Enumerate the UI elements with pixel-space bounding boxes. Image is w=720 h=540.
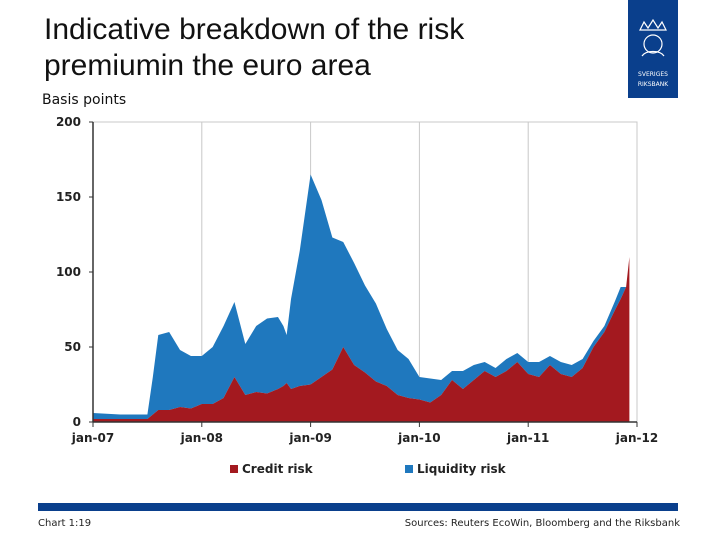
footer-bar	[38, 503, 678, 511]
y-axis-unit-label: Basis points	[42, 92, 127, 108]
x-tick-label: jan-11	[506, 431, 549, 445]
x-tick-label: jan-08	[180, 431, 223, 445]
x-tick-label: jan-10	[397, 431, 440, 445]
x-tick-label: jan-07	[71, 431, 114, 445]
logo-text-line2: RIKSBANK	[638, 81, 669, 88]
y-tick-label: 0	[73, 415, 81, 429]
legend-swatch-liquidity	[405, 465, 413, 473]
risk-premium-chart: 0 50 100 150 200 jan-07 jan-08 jan-09 jan-10 jan-…	[56, 115, 658, 445]
y-tick-label: 100	[56, 265, 81, 279]
chart-title: Indicative breakdown of the risk premium…	[44, 13, 465, 82]
axes: 0 50 100 150 200 jan-07 jan-08 jan-09 jan-10 jan-…	[56, 115, 658, 445]
series-area-liquidity-risk	[93, 174, 630, 419]
legend-swatch-credit	[230, 465, 238, 473]
plot-areas	[93, 174, 630, 422]
y-tick-label: 50	[64, 340, 81, 354]
x-tick-label: jan-12	[615, 431, 658, 445]
chart-number: Chart 1:19	[38, 518, 92, 529]
legend-item-credit: Credit risk	[230, 462, 313, 476]
legend-label-credit: Credit risk	[242, 462, 313, 476]
crown-emblem-icon	[639, 18, 667, 57]
series-area-credit-risk	[93, 257, 630, 422]
y-tick-label: 150	[56, 190, 81, 204]
sources-note: Sources: Reuters EcoWin, Bloomberg and t…	[404, 518, 680, 529]
x-tick-label: jan-09	[288, 431, 331, 445]
legend-label-liquidity: Liquidity risk	[417, 462, 506, 476]
legend-item-liquidity: Liquidity risk	[405, 462, 506, 476]
y-tick-label: 200	[56, 115, 81, 129]
riksbank-logo: SVERIGES RIKSBANK	[628, 0, 678, 98]
logo-text-line1: SVERIGES	[638, 71, 668, 78]
logo-background	[628, 0, 678, 98]
